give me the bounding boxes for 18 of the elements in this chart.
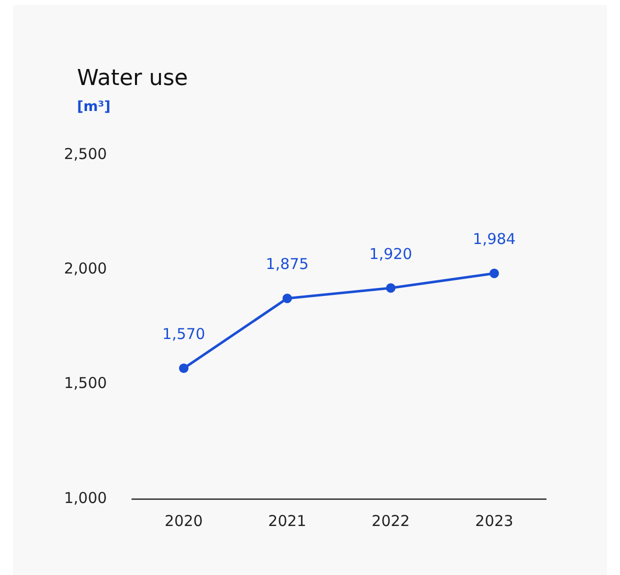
data-label: 1,984 bbox=[472, 230, 516, 248]
x-tick-label: 2022 bbox=[372, 512, 410, 530]
point bbox=[490, 268, 499, 278]
y-tick-label: 2,500 bbox=[64, 144, 107, 163]
y-axis-title: [m³] bbox=[77, 99, 111, 115]
x-tick-label: 2020 bbox=[164, 512, 203, 530]
y-tick-label: 1,000 bbox=[64, 488, 107, 507]
data-label: 1,570 bbox=[162, 325, 206, 344]
y-tick-label: 1,500 bbox=[64, 374, 107, 392]
data-label: 1,875 bbox=[266, 255, 309, 274]
y-tick-label: 2,000 bbox=[64, 260, 107, 278]
data-label: 1,920 bbox=[369, 244, 412, 263]
point bbox=[386, 283, 396, 293]
point bbox=[282, 294, 292, 304]
x-tick-label: 2021 bbox=[268, 512, 306, 530]
point bbox=[179, 364, 188, 374]
chart-title: Water use bbox=[77, 66, 188, 91]
x-tick-label: 2023 bbox=[475, 512, 514, 530]
